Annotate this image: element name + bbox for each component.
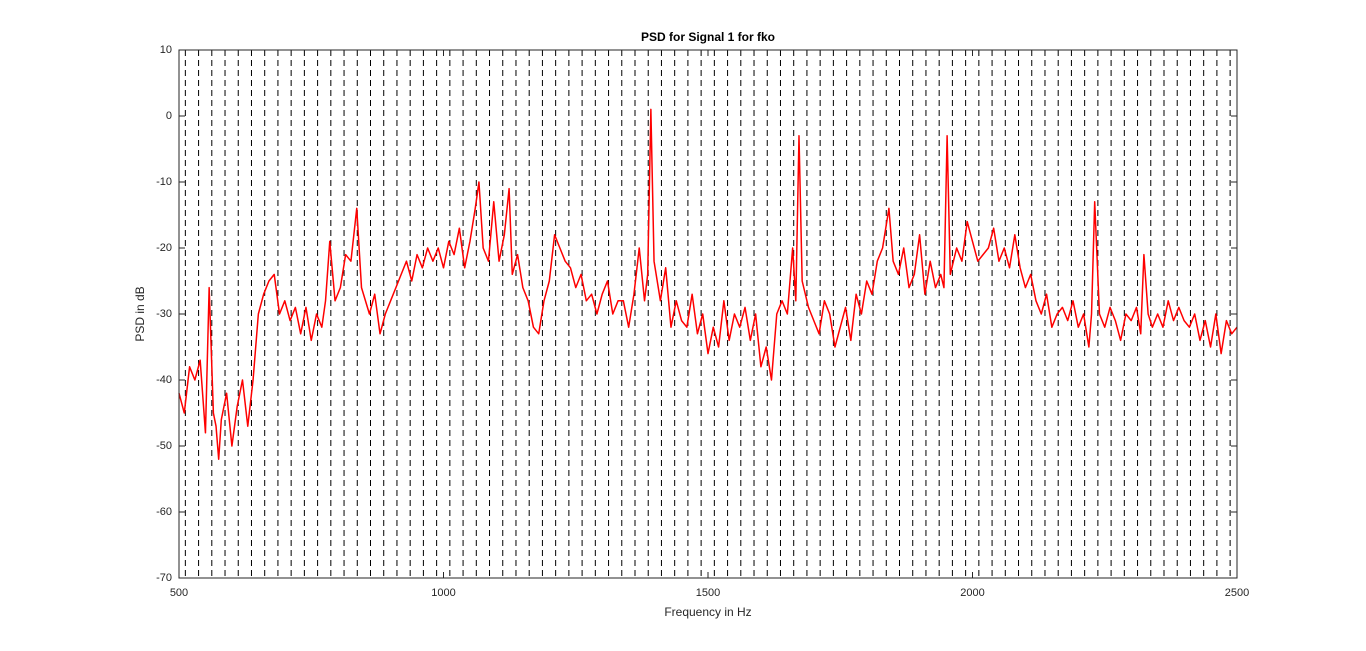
y-tick-label: 10 xyxy=(160,44,172,56)
x-tick-label: 1500 xyxy=(696,587,720,599)
y-tick-label: -40 xyxy=(156,374,172,386)
y-tick-label: -60 xyxy=(156,506,172,518)
psd-line xyxy=(178,108,1238,460)
x-tick-label: 1000 xyxy=(431,587,455,599)
y-tick-label: -30 xyxy=(156,308,172,320)
x-tick-label: 2500 xyxy=(1225,587,1249,599)
y-tick-label: -70 xyxy=(156,572,172,584)
y-tick-label: -20 xyxy=(156,242,172,254)
y-tick-label: -50 xyxy=(156,440,172,452)
x-axis-label: Frequency in Hz xyxy=(664,605,751,619)
plot-area xyxy=(179,50,1237,578)
x-tick-label: 500 xyxy=(170,587,188,599)
y-tick-label: 0 xyxy=(166,110,172,122)
y-tick-label: -10 xyxy=(156,176,172,188)
x-tick-label: 2000 xyxy=(960,587,984,599)
chart-title: PSD for Signal 1 for fko xyxy=(641,30,775,44)
y-axis-label: PSD in dB xyxy=(133,286,147,341)
